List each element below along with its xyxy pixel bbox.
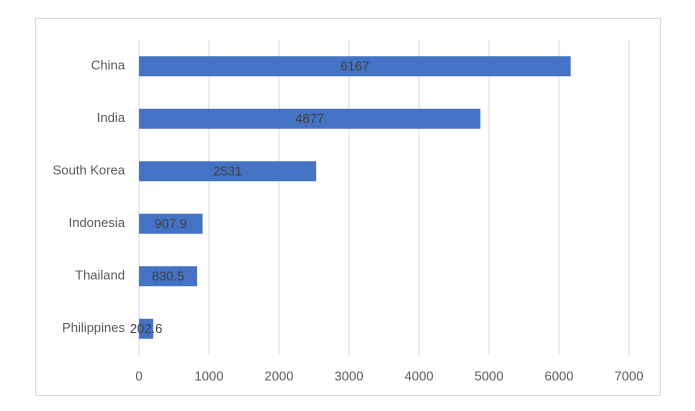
y-tick-label: Indonesia bbox=[69, 215, 126, 230]
y-tick-label: South Korea bbox=[53, 163, 126, 178]
bar bbox=[139, 108, 481, 129]
data-label: 907.9 bbox=[155, 216, 188, 231]
x-tick-label: 3000 bbox=[335, 368, 364, 383]
bar bbox=[139, 161, 317, 182]
x-tick-label: 1000 bbox=[195, 368, 224, 383]
y-tick-label: India bbox=[97, 110, 126, 125]
data-label: 2531 bbox=[213, 164, 242, 179]
x-tick-label: 6000 bbox=[545, 368, 574, 383]
data-label: 830.5 bbox=[152, 269, 185, 284]
y-tick-label: China bbox=[91, 58, 126, 73]
x-tick-label: 4000 bbox=[405, 368, 434, 383]
y-tick-label: Thailand bbox=[75, 268, 125, 283]
data-label: 202.6 bbox=[130, 321, 163, 336]
bar bbox=[139, 266, 198, 287]
x-tick-label: 5000 bbox=[475, 368, 504, 383]
data-label: 6167 bbox=[340, 59, 369, 74]
y-tick-label: Philippines bbox=[62, 320, 125, 335]
x-tick-label: 2000 bbox=[265, 368, 294, 383]
x-tick-label: 7000 bbox=[615, 368, 644, 383]
bar bbox=[139, 56, 571, 77]
bar bbox=[139, 213, 203, 234]
bar bbox=[139, 318, 154, 339]
data-label: 4877 bbox=[295, 111, 324, 126]
x-tick-label: 0 bbox=[135, 368, 142, 383]
